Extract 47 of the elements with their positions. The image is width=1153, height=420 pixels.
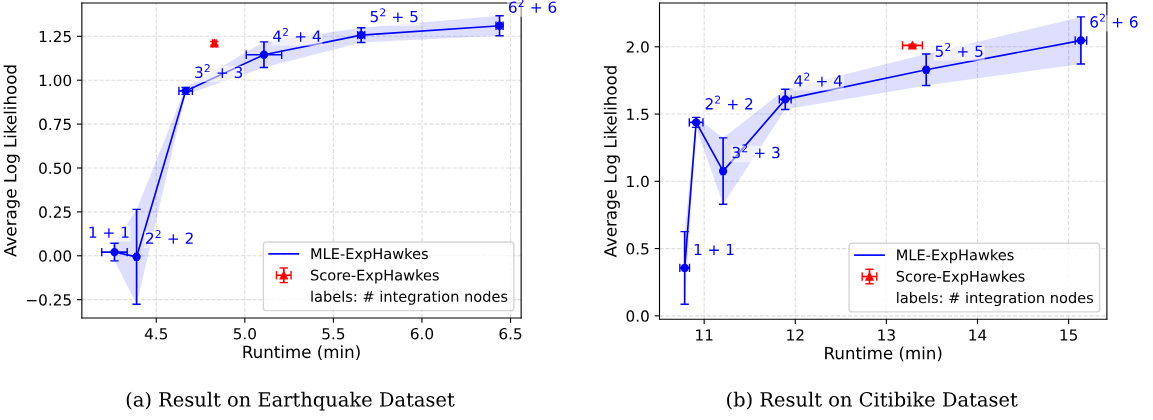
y-axis-title: Average Log Likelihood xyxy=(603,66,620,258)
annotation: 2$^{2}$ + 2 xyxy=(146,230,193,244)
annotation: 4$^{2}$ + 4 xyxy=(273,27,321,42)
x-tick-label: 13 xyxy=(878,329,895,341)
x-tick-label: 4.5 xyxy=(144,328,168,340)
annotation: 5$^{2}$ + 5 xyxy=(935,42,983,57)
y-tick-label: 0.25 xyxy=(39,206,71,218)
y-tick-label: −0.25 xyxy=(26,294,71,306)
annotation: 1 + 1 xyxy=(89,226,129,238)
x-tick-label: 5.0 xyxy=(233,327,256,340)
legend-title: labels: # integration nodes xyxy=(897,291,1094,307)
x-tick-label: 5.5 xyxy=(322,328,345,340)
x-tick-label: 14 xyxy=(969,329,987,341)
annotation: 1 + 1 xyxy=(694,243,734,256)
y-tick-label: 0.75 xyxy=(39,118,71,131)
y-tick-label: 1.00 xyxy=(39,74,72,87)
x-tick-label: 12 xyxy=(787,329,804,341)
annotation: 4$^{2}$ + 4 xyxy=(794,72,843,87)
legend-label: MLE-ExpHawkes xyxy=(897,249,1014,264)
x-axis-title: Runtime (min) xyxy=(825,346,942,362)
x-tick-label: 6.0 xyxy=(410,327,434,340)
y-tick-label: 1.5 xyxy=(627,108,649,121)
text: (b) Result on Citibike Dataset xyxy=(727,391,1018,410)
y-axis-title: Average Log Likelihood xyxy=(3,65,20,257)
y-tick-label: 1.0 xyxy=(627,175,649,188)
legend-title: labels: # integration nodes xyxy=(311,290,508,305)
annotation: 3$^{2}$ + 3 xyxy=(732,144,780,159)
y-tick-label: 0.0 xyxy=(626,310,649,322)
text: (a) Result on Earthquake Dataset xyxy=(126,391,455,411)
annotation: 6$^{2}$ + 6 xyxy=(1090,13,1138,28)
point xyxy=(259,50,269,59)
x-tick-label: 11 xyxy=(696,329,713,341)
legend-label: MLE-ExpHawkes xyxy=(311,247,428,262)
point xyxy=(110,247,119,257)
legend-label: Score-ExpHawkes xyxy=(896,270,1025,285)
y-tick-label: 2.0 xyxy=(626,41,649,53)
annotation: 5$^{2}$ + 5 xyxy=(370,8,418,23)
y-tick-label: 0.50 xyxy=(39,162,72,175)
y-tick-label: 0.5 xyxy=(626,243,649,255)
y-tick-label: 0.00 xyxy=(39,250,72,262)
x-tick-label: 6.5 xyxy=(499,327,522,340)
annotation: 3$^{2}$ + 3 xyxy=(195,64,243,79)
x-tick-label: 15 xyxy=(1060,329,1077,341)
x-axis-title: Runtime (min) xyxy=(243,345,360,361)
legend-label: Score-ExpHawkes xyxy=(310,269,439,284)
y-tick-label: 1.25 xyxy=(39,30,71,43)
annotation: 2$^{2}$ + 2 xyxy=(705,95,753,110)
